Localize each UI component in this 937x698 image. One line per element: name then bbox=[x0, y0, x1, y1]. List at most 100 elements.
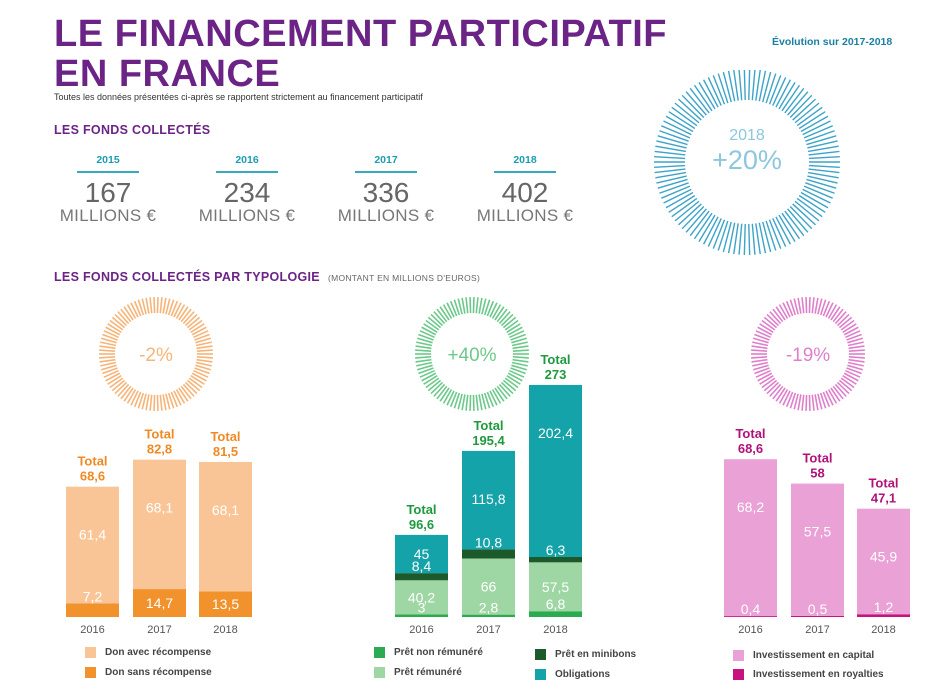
chart-badge-tick bbox=[846, 367, 862, 375]
chart-badge-tick bbox=[840, 319, 855, 331]
chart-badge-tick bbox=[772, 385, 784, 400]
chart-badge-tick bbox=[832, 308, 844, 323]
chart-badge-tick bbox=[509, 330, 525, 339]
chart-badge-tick bbox=[415, 345, 432, 350]
chart-badge-tick bbox=[191, 326, 207, 336]
chart-badge-tick bbox=[481, 298, 487, 315]
chart-badge-tick bbox=[453, 392, 461, 409]
bar-segment-label: 3 bbox=[418, 599, 426, 615]
chart-badge-tick bbox=[793, 298, 799, 315]
chart-badge-tick bbox=[752, 361, 769, 367]
legend-item: Prêt en minibons bbox=[535, 649, 636, 660]
bar-segment-label: 8,4 bbox=[412, 558, 432, 574]
chart-badge-tick bbox=[100, 341, 117, 347]
legend-swatch bbox=[535, 669, 546, 680]
evolution-tick bbox=[738, 70, 743, 101]
chart-badge-tick bbox=[99, 345, 116, 350]
funds-unit: MILLIONS € bbox=[337, 206, 435, 225]
chart-badge-tick bbox=[766, 381, 780, 395]
funds-unit: MILLIONS € bbox=[198, 206, 296, 225]
chart-badge-tick bbox=[769, 311, 782, 325]
bar-segment bbox=[462, 614, 515, 617]
evolution-tick bbox=[738, 223, 743, 255]
chart-badge-value: -19% bbox=[786, 345, 830, 366]
evolution-tick bbox=[796, 106, 823, 127]
legend-label: Investissement en capital bbox=[753, 650, 875, 661]
legend-item: Don avec récompense bbox=[85, 647, 211, 658]
chart-badge-tick bbox=[99, 356, 116, 359]
chart-badge-tick bbox=[186, 316, 201, 329]
evolution-tick bbox=[807, 140, 838, 149]
chart-badge-tick bbox=[808, 297, 811, 314]
category-label: 2017 bbox=[476, 624, 500, 636]
chart-badge-tick bbox=[433, 311, 446, 325]
funds-year-underline bbox=[216, 171, 278, 173]
chart-badge-tick bbox=[805, 297, 808, 314]
chart-badge-tick bbox=[156, 297, 159, 314]
evolution-tick bbox=[655, 145, 687, 153]
evolution-tick bbox=[661, 125, 691, 139]
funds-year-underline bbox=[355, 171, 417, 173]
evolution-tick bbox=[717, 73, 729, 104]
evolution-tick bbox=[794, 102, 820, 124]
chart-badge-tick bbox=[153, 394, 156, 411]
evolution-year: 2018 bbox=[729, 127, 765, 144]
funds-year-2017: 2017 336 MILLIONS € bbox=[326, 154, 446, 225]
chart-badge-tick bbox=[504, 319, 519, 331]
bar-segment-label: 0,5 bbox=[808, 601, 828, 617]
chart-badge-tick bbox=[126, 304, 137, 319]
chart-badge-tick bbox=[182, 311, 195, 325]
evolution-tick bbox=[787, 208, 809, 233]
chart-badge-tick bbox=[430, 313, 444, 327]
bar-total-title: Total bbox=[210, 429, 240, 444]
chart-badge-tick bbox=[175, 304, 186, 319]
category-label: 2016 bbox=[409, 624, 433, 636]
legend-label: Prêt non rémunéré bbox=[394, 647, 483, 658]
evolution-tick bbox=[803, 125, 833, 139]
chart-badge-tick bbox=[126, 389, 137, 404]
chart-badge-tick bbox=[785, 391, 794, 408]
chart-badge-tick bbox=[416, 341, 433, 347]
chart-badge-tick bbox=[120, 308, 132, 323]
chart-badge-tick bbox=[478, 297, 483, 314]
chart-badge-tick bbox=[825, 302, 834, 318]
evolution-tick bbox=[808, 150, 840, 156]
chart-badge-tick bbox=[782, 390, 791, 406]
chart-badge-tick bbox=[141, 298, 147, 315]
legend-label: Prêt en minibons bbox=[555, 649, 637, 660]
chart-badge-tick bbox=[173, 390, 182, 406]
chart-badge-tick bbox=[416, 337, 433, 344]
bar-segment-label: 7,2 bbox=[83, 588, 103, 604]
chart-badge-tick bbox=[842, 375, 857, 385]
evolution-tick bbox=[798, 111, 826, 130]
evolution-tick bbox=[772, 77, 787, 106]
funds-heading: LES FONDS COLLECTÉS bbox=[54, 123, 211, 137]
bar-segment bbox=[857, 614, 910, 617]
chart-badge-tick bbox=[754, 333, 770, 341]
chart-badge-tick bbox=[439, 306, 450, 321]
chart-badge-tick bbox=[449, 391, 458, 408]
chart-badge-tick bbox=[755, 369, 771, 378]
evolution-tick bbox=[722, 71, 732, 103]
chart-badge-tick bbox=[766, 313, 780, 327]
typology-note: (MONTANT EN MILLIONS D'EUROS) bbox=[327, 273, 481, 283]
evolution-tick bbox=[768, 219, 782, 249]
chart-badge-tick bbox=[165, 393, 171, 410]
evolution-tick bbox=[671, 197, 698, 218]
chart-badge-tick bbox=[423, 323, 438, 333]
chart-badge-tick bbox=[461, 297, 466, 314]
chart-badge-tick bbox=[107, 323, 122, 333]
chart-badge-tick bbox=[834, 311, 847, 325]
bar-segment bbox=[791, 615, 844, 617]
evolution-tick bbox=[678, 98, 702, 121]
chart-badge-tick bbox=[415, 358, 432, 363]
chart-badge-tick bbox=[195, 341, 212, 347]
chart-badge-tick bbox=[496, 308, 508, 323]
chart-badge-tick bbox=[137, 299, 145, 316]
chart-badge-tick bbox=[103, 330, 119, 339]
evolution-label: Évolution sur 2017-2018 bbox=[772, 36, 893, 48]
evolution-tick bbox=[668, 194, 696, 213]
chart-badge-tick bbox=[195, 364, 212, 371]
chart-badge-tick bbox=[102, 367, 118, 375]
evolution-tick bbox=[792, 203, 816, 226]
